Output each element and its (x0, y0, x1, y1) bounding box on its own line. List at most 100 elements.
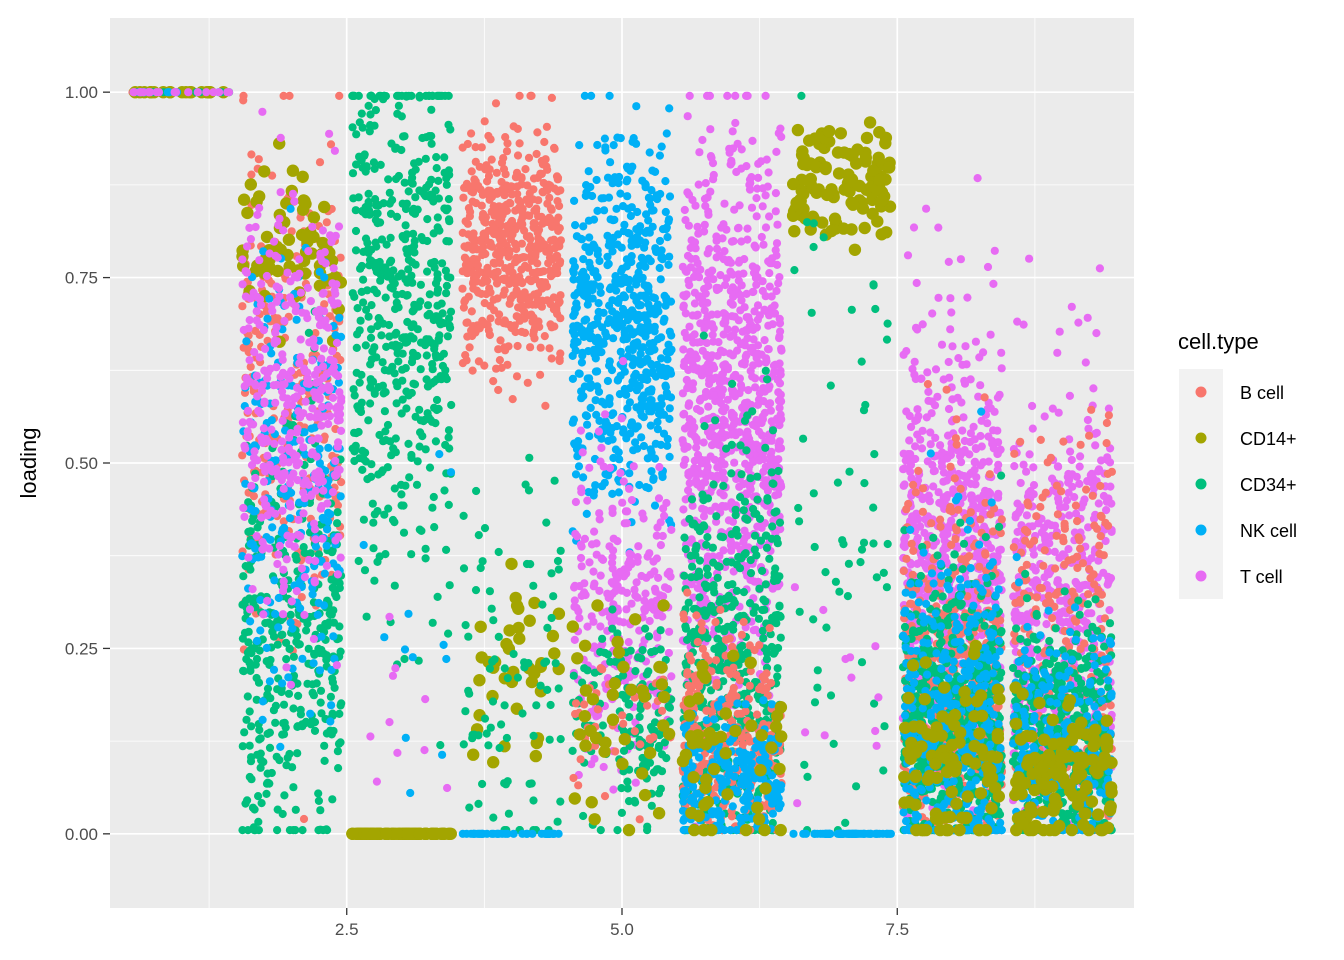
data-point (272, 297, 281, 306)
data-point (319, 344, 328, 353)
data-point (524, 486, 534, 495)
data-point (568, 374, 578, 383)
data-point (303, 314, 312, 323)
data-point (494, 317, 503, 326)
data-point (336, 426, 346, 435)
data-point (616, 277, 625, 287)
data-point (740, 416, 750, 425)
data-point (653, 523, 662, 532)
data-point (350, 391, 359, 400)
data-point (317, 421, 326, 430)
data-point (367, 325, 376, 334)
data-point (505, 279, 514, 288)
data-point (758, 202, 767, 211)
data-point (246, 235, 255, 244)
data-point (607, 578, 616, 587)
data-point (275, 541, 284, 551)
data-point (503, 139, 512, 148)
data-point (497, 177, 506, 187)
data-point (320, 412, 329, 421)
data-point (315, 444, 324, 453)
data-point (334, 764, 343, 773)
data-point (585, 796, 598, 809)
data-point (368, 347, 377, 356)
data-point (625, 556, 635, 565)
data-point (477, 289, 486, 298)
data-point (467, 129, 476, 138)
data-point (284, 673, 293, 682)
data-point (729, 330, 738, 339)
data-point (528, 596, 541, 610)
data-point (278, 730, 287, 739)
data-point (263, 684, 273, 693)
data-point (202, 88, 211, 97)
data-point (258, 107, 267, 116)
data-point (500, 343, 509, 352)
data-point (487, 604, 496, 613)
data-point (529, 581, 538, 590)
data-point (472, 277, 481, 286)
data-point (286, 618, 295, 627)
data-point (364, 189, 373, 198)
data-point (494, 632, 503, 642)
data-point (682, 267, 691, 276)
data-point (500, 316, 509, 325)
data-point (547, 93, 557, 102)
data-point (586, 403, 595, 412)
data-point (255, 203, 264, 213)
data-point (526, 560, 535, 569)
data-point (711, 416, 720, 425)
data-point (401, 827, 414, 840)
data-point (404, 439, 413, 448)
data-point (346, 827, 359, 840)
data-point (638, 646, 647, 655)
data-point (536, 370, 545, 379)
data-point (310, 650, 319, 659)
data-point (596, 571, 605, 580)
data-point (414, 656, 423, 665)
data-point (630, 727, 639, 736)
data-point (706, 152, 716, 161)
data-point (635, 815, 644, 824)
data-point (555, 354, 564, 363)
data-point (495, 310, 504, 319)
data-point (154, 88, 164, 97)
data-point (595, 509, 604, 518)
data-point (326, 692, 335, 701)
data-point (596, 457, 605, 466)
data-point (432, 153, 441, 162)
data-point (298, 308, 307, 317)
data-point (649, 206, 658, 215)
data-point (509, 591, 522, 605)
data-point (375, 552, 384, 561)
data-point (526, 343, 535, 352)
data-point (578, 639, 592, 652)
data-point (641, 624, 650, 633)
data-point (272, 752, 281, 761)
data-point (245, 707, 254, 716)
data-point (298, 654, 307, 663)
data-point (765, 212, 774, 221)
data-point (324, 386, 334, 395)
data-point (398, 349, 407, 358)
data-point (397, 269, 406, 278)
data-point (296, 710, 305, 719)
data-point (319, 486, 328, 495)
data-point (616, 189, 625, 198)
data-point (588, 191, 597, 201)
data-point (238, 451, 247, 460)
data-point (265, 294, 274, 303)
data-point (317, 645, 326, 655)
data-point (254, 678, 264, 687)
data-point (326, 717, 335, 726)
data-point (238, 552, 247, 561)
data-point (300, 548, 309, 558)
data-point (712, 253, 721, 262)
data-point (257, 513, 266, 522)
data-point (547, 569, 556, 578)
data-point (582, 412, 592, 421)
data-point (736, 340, 745, 349)
data-point (350, 456, 359, 466)
data-point (583, 420, 592, 429)
data-point (308, 404, 317, 413)
